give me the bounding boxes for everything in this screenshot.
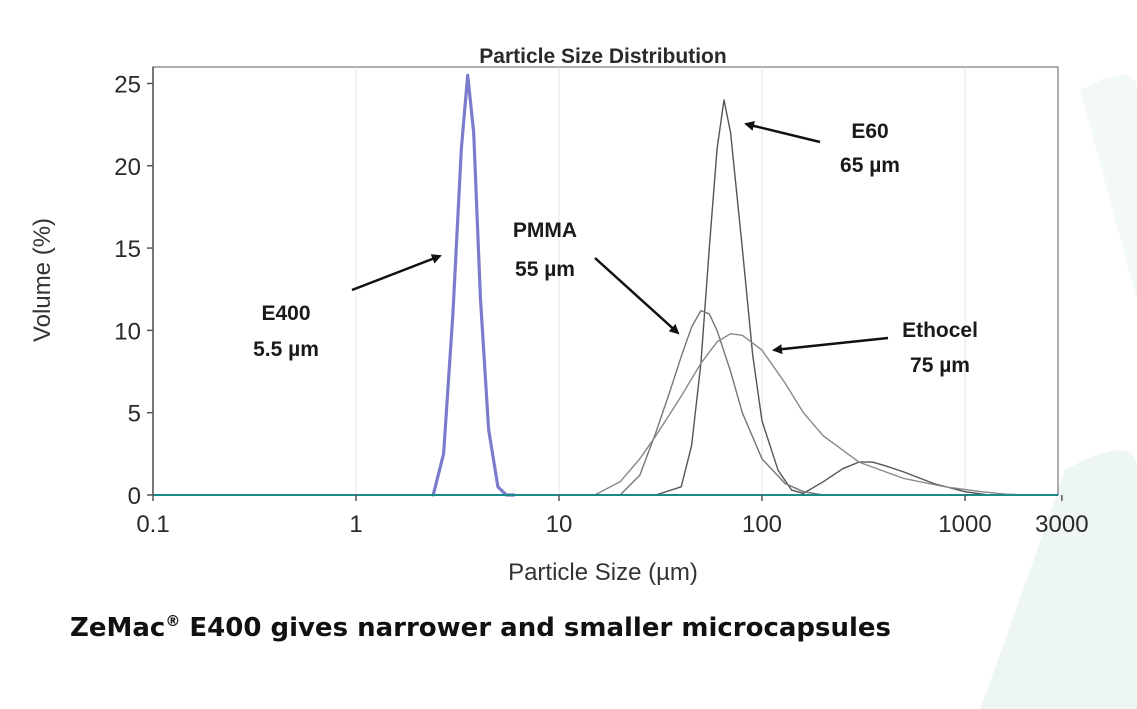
x-tick-label: 3000 (1035, 511, 1088, 538)
background-swoosh-top (1080, 75, 1137, 300)
e400-annotation-size: 5.5 µm (253, 338, 319, 361)
series-line-e60 (655, 99, 989, 496)
e400-annotation-name: E400 (261, 302, 310, 325)
series-line-e400 (431, 73, 516, 497)
pmma-annotation-name: PMMA (513, 219, 577, 242)
x-ticks: 0.1 1 10 100 1000 3000 (136, 495, 1089, 538)
series-line-pmma (619, 309, 824, 496)
series-layer (431, 73, 1027, 497)
y-axis-label: Volume (%) (29, 218, 56, 342)
y-ticks: 0 5 10 15 20 25 (114, 71, 153, 510)
y-tick-label: 25 (114, 71, 141, 98)
caption: ZeMac® E400 gives narrower and smaller m… (70, 612, 891, 643)
e400-arrow (351, 254, 442, 292)
y-tick-label: 10 (114, 318, 141, 345)
e60-arrow (744, 121, 821, 144)
y-tick-label: 5 (128, 401, 141, 428)
e60-annotation-name: E60 (851, 120, 888, 143)
x-axis-label: Particle Size (µm) (508, 559, 698, 586)
x-tick-label: 1000 (938, 511, 991, 538)
plot-frame (152, 66, 1059, 496)
pmma-annotation-size: 55 µm (515, 258, 575, 281)
caption-brand: ZeMac (70, 613, 166, 643)
ethocel-annotation-name: Ethocel (902, 319, 978, 342)
caption-text: E400 gives narrower and smaller microcap… (180, 613, 892, 643)
pmma-arrow (594, 257, 680, 335)
chart-title: Particle Size Distribution (479, 45, 726, 68)
ethocel-arrow (772, 336, 889, 355)
x-tick-label: 100 (742, 511, 782, 538)
x-tick-label: 1 (349, 511, 362, 538)
e60-annotation-size: 65 µm (840, 154, 900, 177)
x-tick-label: 10 (546, 511, 573, 538)
series-line-ethocel (594, 333, 1027, 496)
registered-mark: ® (165, 612, 181, 630)
y-tick-label: 20 (114, 154, 141, 181)
y-tick-label: 0 (128, 483, 141, 510)
particle-size-chart: 0 5 10 15 20 25 0.1 1 10 100 1000 3000 Particle Si… (29, 45, 1089, 586)
ethocel-annotation-size: 75 µm (910, 354, 970, 377)
background-swoosh (980, 450, 1137, 709)
grid-lines (355, 67, 966, 495)
y-tick-label: 15 (114, 236, 141, 263)
x-tick-label: 0.1 (136, 511, 169, 538)
